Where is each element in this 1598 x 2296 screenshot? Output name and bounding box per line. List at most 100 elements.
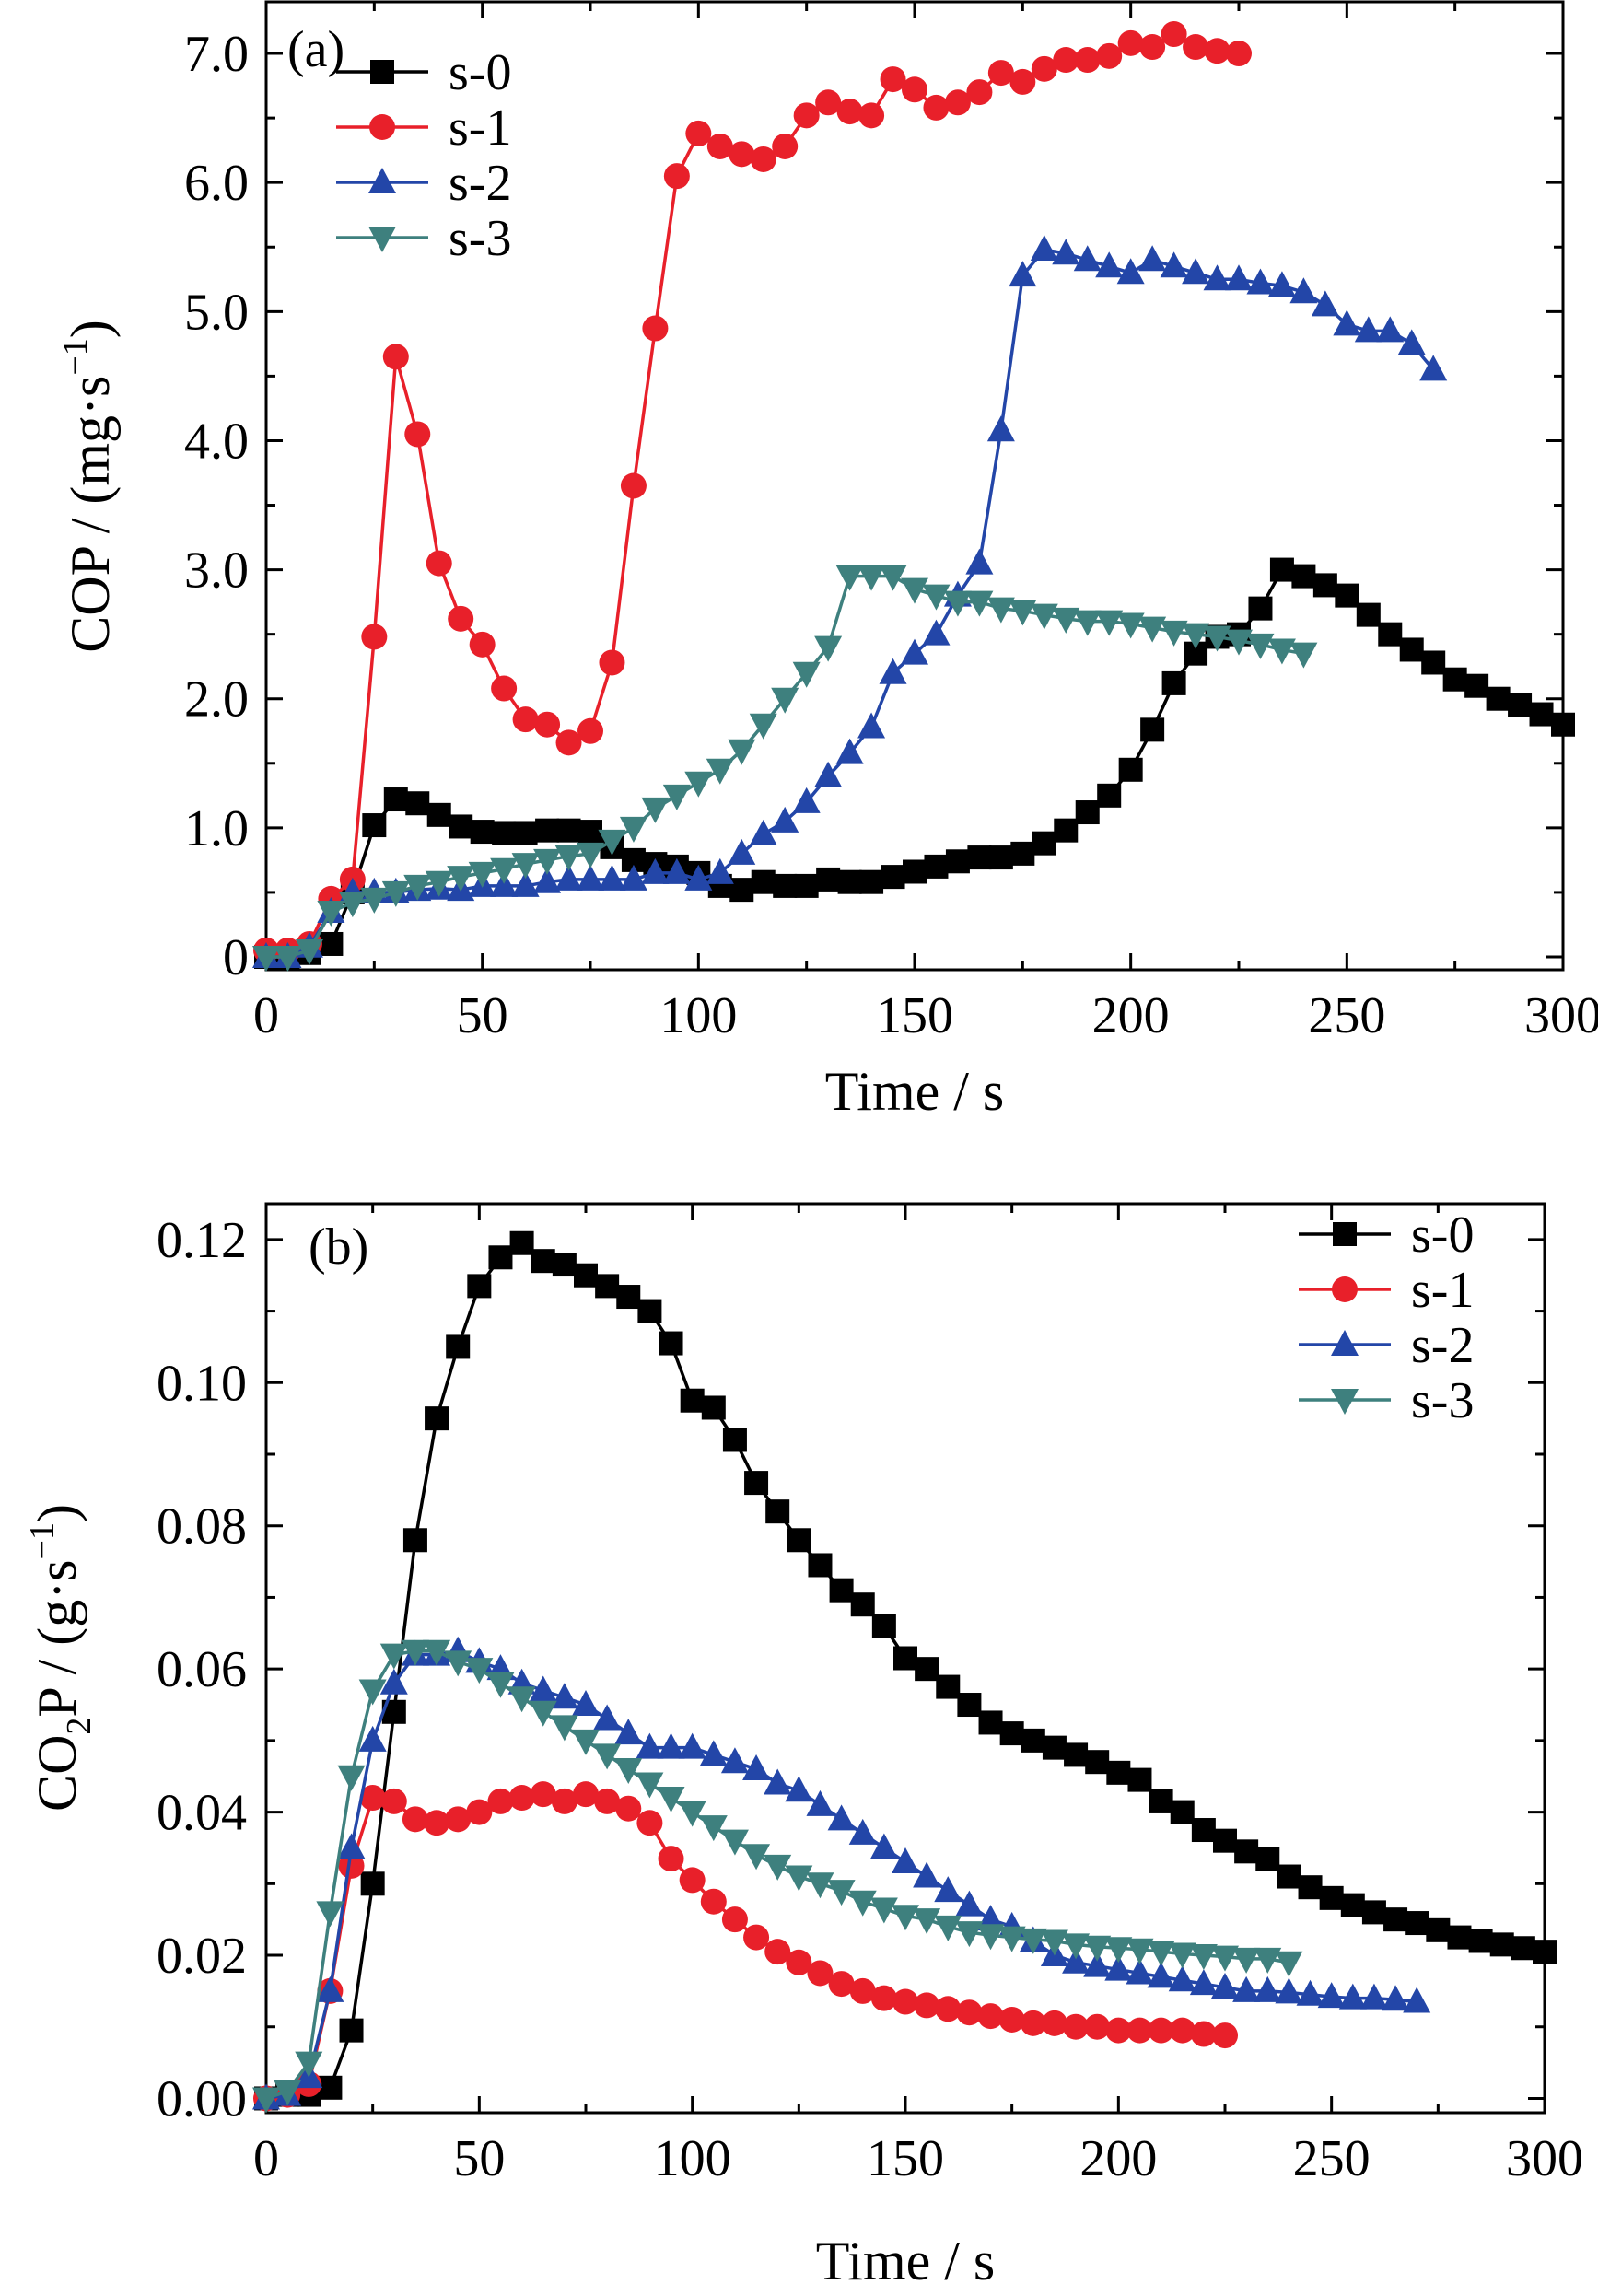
panel-b-series-s-2-point [869,1833,898,1859]
panel-a-label: (a) [287,21,344,78]
panel-a-series-s-3-point [511,853,540,880]
panel-a-series-s-1-point [1183,34,1209,61]
panel-b-legend-marker-s-3 [1331,1389,1359,1415]
panel-b-series-s-3-point [337,1765,366,1791]
panel-b-series-s-3-point [785,1865,813,1892]
panel-b-series-s-3-point [1083,1935,1112,1962]
panel-b-series-s-0-point [1468,1929,1493,1953]
panel-b-x-tick-label: 50 [453,2130,505,2187]
panel-b-series-s-1-point [1020,2010,1046,2036]
panel-b-series-s-1-point [636,1810,663,1836]
panel-b-series-s-1-point [402,1806,428,1833]
panel-b-series-s-1-point [424,1810,450,1836]
panel-b-series-s-3-point [593,1743,622,1770]
panel-a-y-axis-title-sup: −1 [56,338,95,375]
panel-b-series-s-3-point [1168,1942,1196,1969]
panel-b-series-s-1-point [743,1924,770,1951]
panel-a-y-tick-label: 7.0 [184,26,249,83]
panel-b-series-s-2-point [529,1675,557,1702]
panel-b-series-s-1-point [380,1788,407,1814]
panel-b-series-s-1-point [914,1992,940,2019]
panel-b-series-s-3-point [486,1672,515,1698]
panel-b-series-s-0-point [637,1299,662,1323]
panel-a-series-s-0-point [924,854,949,879]
panel-a-series-s-3-point [922,584,951,611]
panel-b-series-s-0-point [1021,1728,1045,1753]
panel-a-series-s-0-point [1399,637,1424,662]
panel-a-x-tick-label: 50 [457,987,508,1044]
panel-b-series-s-0-point [1383,1907,1408,1932]
panel-b-series-s-1-point [1063,2013,1090,2040]
panel-b-series-s-2-point [806,1789,834,1816]
panel-b-y-tick-label: 0.00 [157,2070,247,2127]
panel-a-series-s-3-point [1289,642,1318,669]
panel-a-series-s-3-point [684,771,713,798]
panel-a-series-s-2-point [1376,316,1405,343]
panel-a-series-s-3-point [943,590,972,617]
panel-b-x-tick-label: 0 [253,2130,279,2187]
panel-a-series-s-0-point [859,869,884,894]
panel-a-series-s-1-point [512,706,539,733]
panel-b-series-s-2-point [358,1725,387,1752]
panel-a-series-s-1-point [923,94,950,121]
panel-a-x-tick-label: 0 [253,987,279,1044]
panel-b-series-s-0-point [1191,1818,1216,1843]
panel-b-series-s-0-point [552,1253,577,1277]
panel-b-series-s-2-point [785,1776,813,1802]
panel-b-series-s-3-point [550,1715,578,1742]
panel-b-series-s-0 [254,1230,1557,2111]
panel-a-series-s-1-point [1074,47,1101,74]
panel-a-series-s-0-point [988,845,1013,870]
panel-a-series-s-3-point [1203,625,1231,652]
panel-b-series-s-1-point [849,1977,876,2004]
panel-b-series-s-0-point [957,1693,982,1718]
panel-b-series-s-1-point [828,1971,855,1998]
panel-b-series-s-3-point [657,1787,685,1813]
panel-a-series-s-1-point [1009,68,1036,95]
panel-b-legend: s-0s-1s-2s-3 [1299,1206,1474,1429]
panel-a-series-s-0-point [405,791,430,816]
panel-a-series-s-3-point [1030,603,1058,630]
panel-b-y-axis-title-pre: CO [27,1735,87,1812]
panel-a-series-s-2-point [749,819,777,845]
panel-a-series-s-1-point [706,133,733,159]
panel-b-series [252,1230,1557,2114]
panel-a-series-s-2-point [901,638,928,665]
panel-b-series-s-0-point [893,1646,917,1671]
panel-b-series-s-0-point [680,1388,705,1413]
panel-a-series-s-1-point [1053,47,1079,74]
panel-a-series-s-2-point [771,806,799,833]
panel-a-series-s-1-point [1117,29,1144,56]
panel-b-series-s-2-point [1147,1962,1175,1988]
panel-a-series-s-3-point [879,565,907,591]
panel-b-legend-label-s-3: s-3 [1411,1372,1474,1429]
panel-a-series-s-2-point [706,857,734,884]
panel-a-series-s-0-point [1442,667,1467,692]
panel-b-series-s-0-point [744,1471,769,1496]
panel-a-series-s-1-point [858,102,885,129]
panel-b-series-s-0-point [595,1274,620,1299]
panel-a-legend-marker-s-1 [369,114,395,140]
panel-b-series-s-2-point [657,1732,685,1759]
panel-a-series-s-1-point [426,550,452,577]
panel-a-series-s-3-point [835,565,864,591]
panel-b-series-s-0-point [616,1285,641,1310]
panel-b-series-s-3-point [529,1700,557,1727]
panel-a-legend-label-s-0: s-0 [449,44,511,101]
panel-b-series-s-3-point [869,1897,898,1924]
panel-b-series-s-0-point [787,1528,811,1553]
panel-a-series-s-0-point [837,869,862,894]
panel-b-series-s-0-point [1533,1940,1557,1964]
panel-a-series-s-2-point [835,738,864,764]
panel-b-series-s-2-point [1104,1954,1133,1981]
panel-b-series-s-0-point [1298,1875,1323,1900]
panel-a-series-s-0-point [1032,831,1056,856]
panel-b-series-s-3-point [1062,1933,1091,1960]
panel-a-series-s-2-point [533,867,562,893]
panel-b-series-s-3-point [379,1643,408,1670]
panel-b-series-s-1-point [1190,2021,1217,2047]
panel-a-legend-label-s-3: s-3 [449,210,511,267]
panel-a-series-s-0-point [1529,702,1554,727]
panel-b-series-s-3-point [955,1921,984,1948]
panel-b-series-s-1-point [573,1781,599,1808]
